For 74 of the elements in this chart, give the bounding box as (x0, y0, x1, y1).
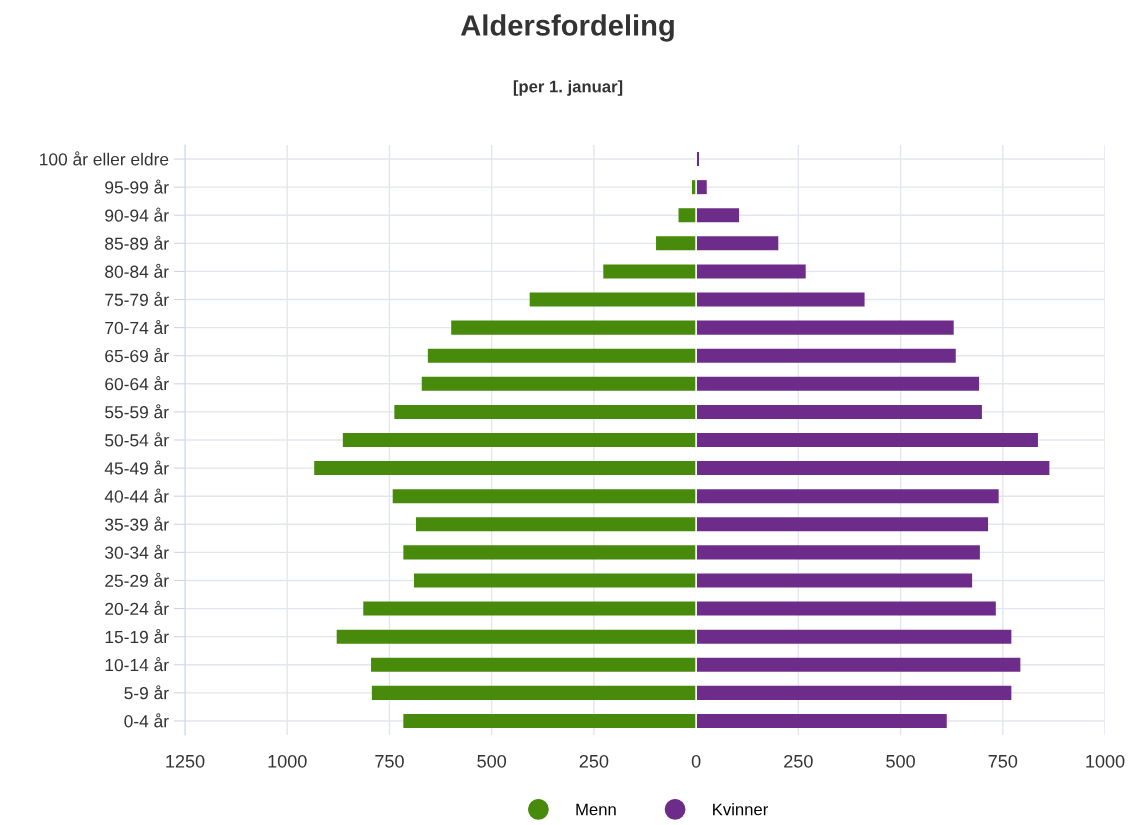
bar (451, 320, 697, 335)
y-tick-label: 95-99 år (105, 179, 169, 194)
y-tick-label: 70-74 år (105, 319, 169, 335)
bar (342, 432, 697, 448)
bar (416, 517, 697, 532)
bar (336, 629, 697, 644)
y-tick-label: 35-39 år (105, 516, 169, 531)
bar (696, 545, 980, 560)
bar (603, 264, 697, 279)
bar (392, 489, 697, 504)
y-tick-label: 60-64 år (105, 376, 169, 391)
y-tick-label: 30-34 år (105, 544, 169, 559)
y-tick-label: 45-49 år (104, 460, 169, 475)
bar (696, 376, 980, 391)
x-tick-label: 1250 (166, 754, 205, 768)
x-tick-label: 250 (784, 754, 813, 768)
y-tick-label: 40-44 år (104, 488, 169, 503)
legend-label: Kvinner (713, 803, 768, 816)
y-tick-label: 25-29 år (105, 572, 169, 587)
bar (696, 236, 779, 251)
chart-subtitle: [per 1. januar] (513, 80, 623, 96)
y-tick-label: 55-59 år (105, 404, 169, 419)
bar (371, 657, 697, 672)
bar (696, 264, 806, 279)
bar (421, 376, 697, 391)
bar (427, 348, 697, 363)
bar (696, 432, 1038, 448)
bar (696, 461, 1050, 476)
bar (394, 404, 697, 419)
y-tick-label: 5-9 år (124, 685, 169, 700)
x-tick-label: 0 (691, 754, 701, 768)
chart-title: Aldersfordeling (460, 14, 674, 42)
x-tick-label: 1000 (268, 754, 307, 768)
bar (696, 292, 865, 307)
x-tick-label: 750 (375, 754, 404, 768)
bar (696, 320, 954, 335)
bar (696, 657, 1021, 672)
bar (363, 601, 697, 616)
bar (529, 292, 697, 307)
bar (696, 629, 1012, 644)
bar (403, 713, 697, 728)
bar (696, 489, 999, 504)
x-tick-label: 750 (988, 754, 1018, 768)
y-tick-label: 100 år eller eldre (40, 151, 169, 166)
y-tick-label: 10-14 år (105, 657, 169, 672)
bar (656, 236, 697, 251)
bar (403, 545, 697, 560)
bar (696, 713, 947, 728)
bar (696, 517, 989, 532)
y-tick-label: 65-69 år (105, 348, 169, 363)
legend-label: Menn (576, 803, 616, 816)
x-tick-label: 500 (477, 754, 507, 768)
y-tick-label: 20-24 år (105, 600, 169, 616)
x-tick-label: 250 (579, 754, 609, 768)
y-tick-label: 50-54 år (105, 432, 169, 447)
y-tick-label: 90-94 år (105, 207, 169, 222)
x-tick-label: 500 (886, 754, 915, 768)
bar (696, 348, 956, 363)
bar (678, 208, 697, 223)
y-tick-label: 80-84 år (105, 263, 169, 278)
y-tick-label: 0-4 år (124, 713, 169, 728)
bar (696, 601, 996, 616)
y-tick-label: 85-89 år (105, 235, 169, 250)
bar (696, 404, 982, 419)
bar (696, 685, 1012, 700)
bar (314, 461, 697, 476)
bar (696, 208, 740, 223)
bar (371, 685, 697, 700)
x-tick-label: 1000 (1086, 754, 1125, 768)
bar (696, 180, 707, 195)
bar (413, 573, 697, 588)
bar (696, 573, 973, 588)
y-tick-label: 15-19 år (105, 628, 169, 644)
y-tick-label: 75-79 år (105, 291, 169, 306)
